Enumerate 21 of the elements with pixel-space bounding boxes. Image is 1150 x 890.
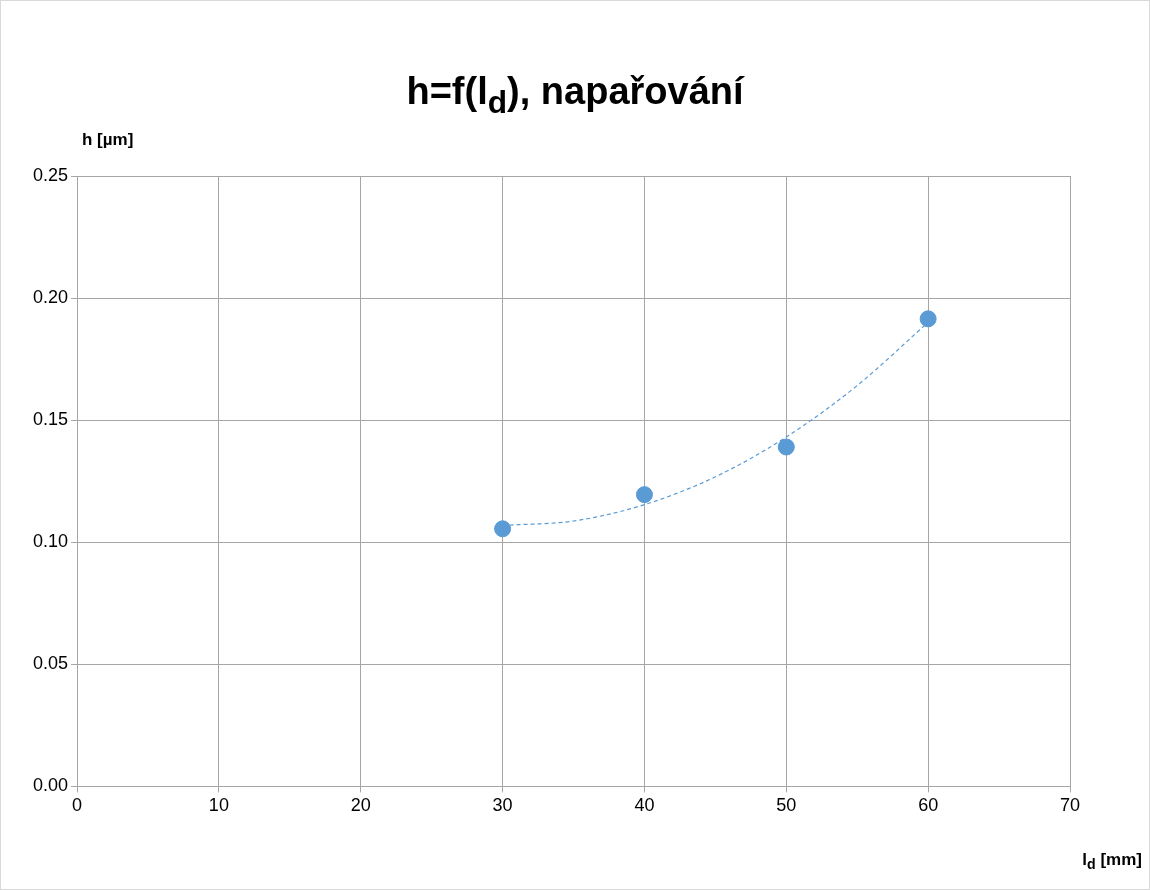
y-tick-label: 0.00 bbox=[32, 775, 69, 796]
y-tick-label: 0.05 bbox=[32, 653, 69, 674]
y-tick-label: 0.15 bbox=[32, 409, 69, 430]
x-tick-label: 10 bbox=[208, 795, 229, 816]
y-tick-label: 0.10 bbox=[32, 531, 69, 552]
x-tick-label: 40 bbox=[634, 795, 655, 816]
point bbox=[777, 438, 795, 456]
x-tick-label: 20 bbox=[350, 795, 371, 816]
point bbox=[494, 520, 512, 538]
y-axis-title: h [µm] bbox=[82, 130, 134, 150]
chart-title: h=f(l$_{d}$), napařování bbox=[405, 70, 746, 121]
x-tick-label: 0 bbox=[72, 795, 83, 816]
x-tick-label: 60 bbox=[918, 795, 939, 816]
x-tick-label: 30 bbox=[492, 795, 513, 816]
y-tick-label: 0.20 bbox=[32, 287, 69, 308]
point bbox=[919, 310, 937, 328]
point bbox=[635, 486, 653, 504]
y-tick-label: 0.25 bbox=[32, 164, 69, 185]
x-tick-label: 50 bbox=[776, 795, 797, 816]
x-tick-label: 70 bbox=[1059, 795, 1081, 816]
x-axis-title: l$_{d}$ [mm] bbox=[1082, 850, 1142, 873]
